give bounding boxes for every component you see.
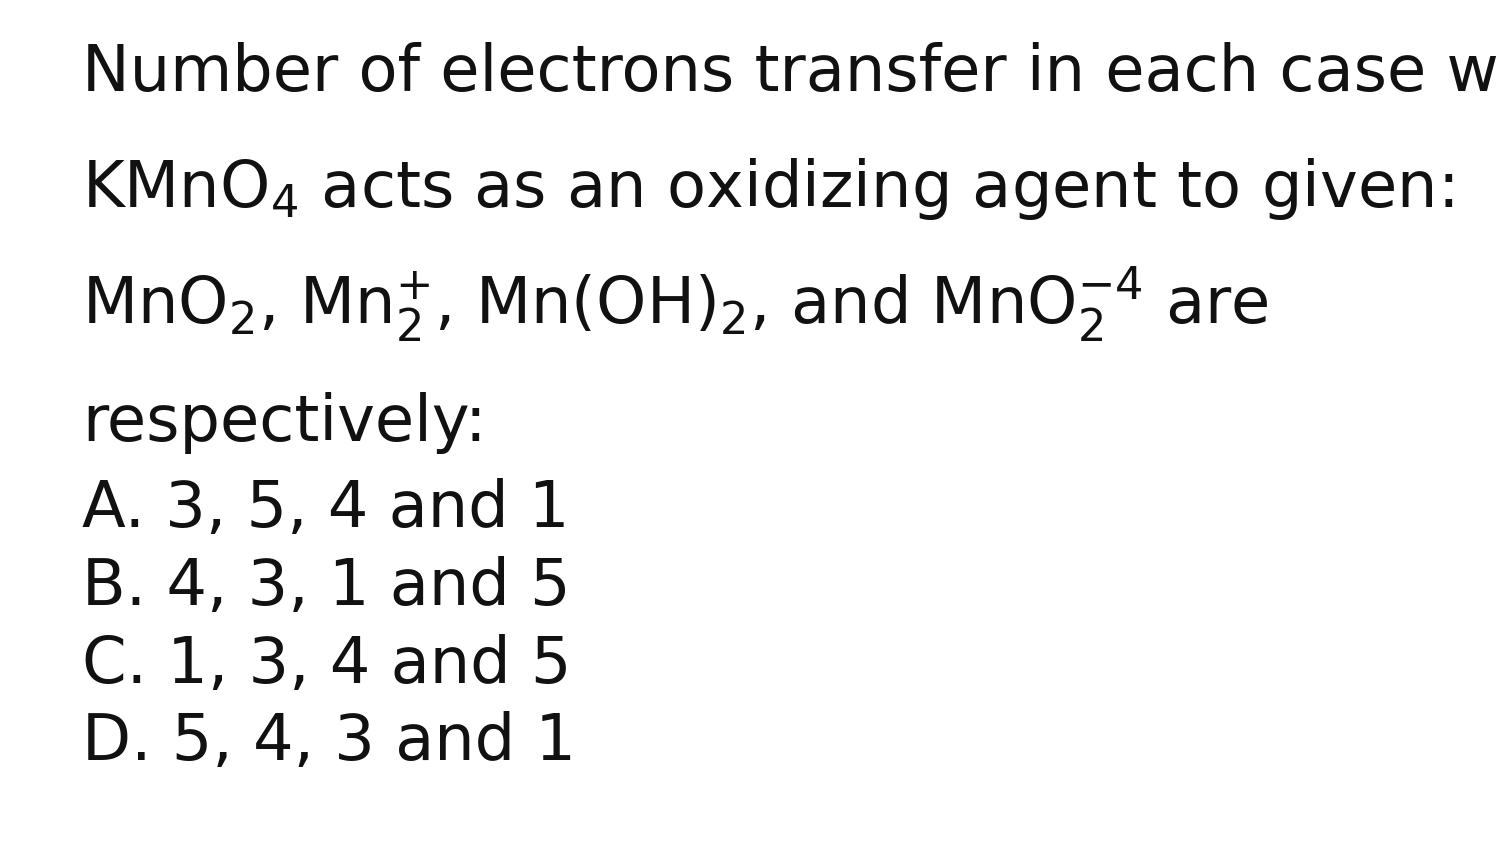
Text: Number of electrons transfer in each case when: Number of electrons transfer in each cas… [82,41,1500,104]
Text: MnO$_{\mathregular{2}}$, Mn$_{\mathregular{2}}^{\mathregular{+}}$, Mn(OH)$_{\mat: MnO$_{\mathregular{2}}$, Mn$_{\mathregul… [82,264,1269,344]
Text: KMnO$_{\mathregular{4}}$ acts as an oxidizing agent to given:: KMnO$_{\mathregular{4}}$ acts as an oxid… [82,156,1453,222]
Text: respectively:: respectively: [82,391,488,454]
Text: B. 4, 3, 1 and 5: B. 4, 3, 1 and 5 [82,556,572,618]
Text: A. 3, 5, 4 and 1: A. 3, 5, 4 and 1 [82,478,570,540]
Text: D. 5, 4, 3 and 1: D. 5, 4, 3 and 1 [82,711,576,773]
Text: C. 1, 3, 4 and 5: C. 1, 3, 4 and 5 [82,633,572,696]
